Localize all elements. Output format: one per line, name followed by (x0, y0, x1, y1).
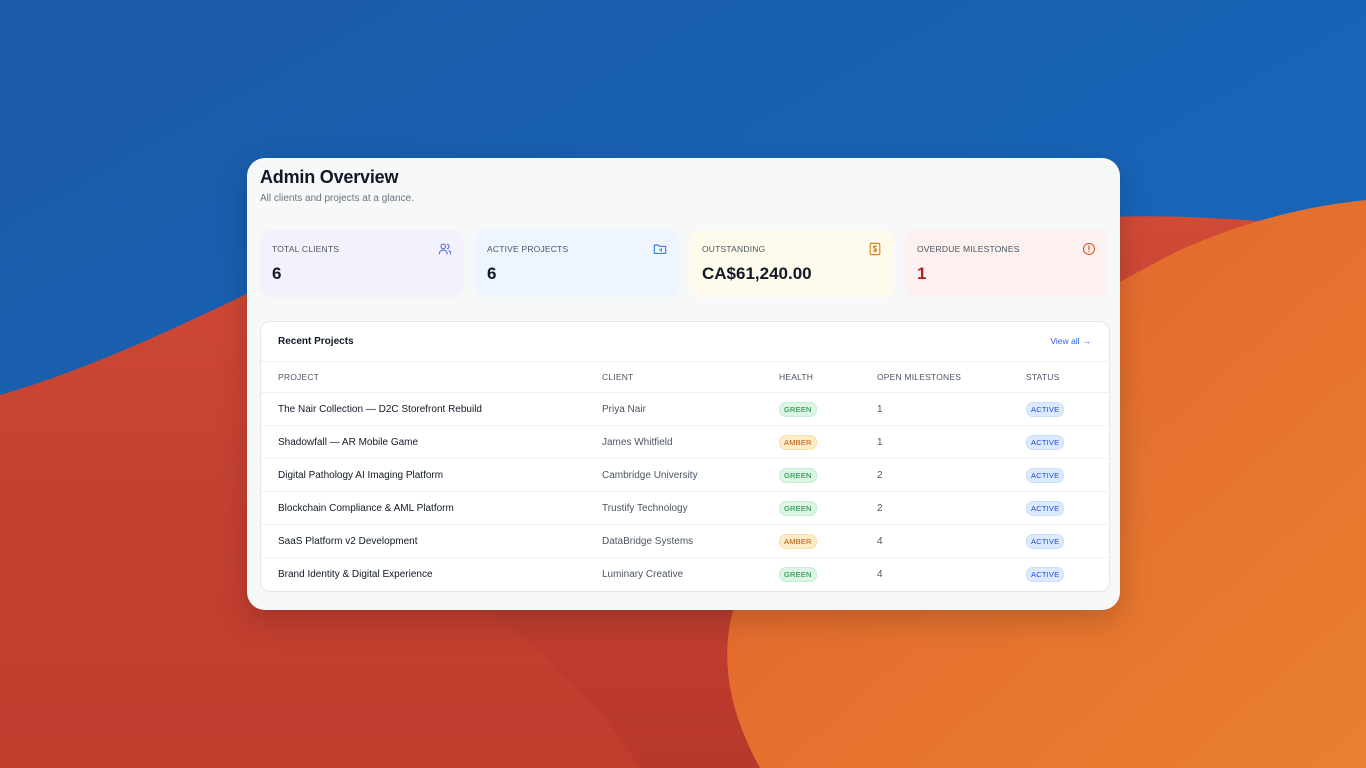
table-row[interactable]: Digital Pathology AI Imaging Platform Ca… (261, 458, 1109, 492)
status-badge: ACTIVE (1026, 401, 1065, 417)
stat-card-active-projects: ACTIVE PROJECTS 6 (475, 230, 679, 297)
open-milestones-count: 1 (877, 392, 1026, 426)
project-name[interactable]: Digital Pathology AI Imaging Platform (261, 458, 602, 492)
status-badge: ACTIVE (1026, 434, 1065, 450)
view-all-label: View all (1050, 336, 1080, 346)
stat-label: OUTSTANDING (702, 244, 766, 254)
column-header-project[interactable]: PROJECT (261, 362, 602, 393)
health-badge: GREEN (779, 500, 817, 516)
stat-value: 6 (272, 264, 282, 283)
recent-projects-table: PROJECT CLIENT HEALTH OPEN MILESTONES ST… (261, 362, 1109, 590)
open-milestones-count: 4 (877, 524, 1026, 558)
admin-overview-panel: Admin Overview All clients and projects … (247, 158, 1120, 610)
card-header: Recent Projects View all → (261, 322, 1109, 362)
stat-value: CA$61,240.00 (702, 264, 812, 283)
table-row[interactable]: Shadowfall — AR Mobile Game James Whitfi… (261, 425, 1109, 459)
client-name: Trustify Technology (602, 491, 779, 525)
status-badge: ACTIVE (1026, 467, 1065, 483)
health-badge: GREEN (779, 566, 817, 582)
column-header-client[interactable]: CLIENT (602, 362, 779, 393)
table-header-row: PROJECT CLIENT HEALTH OPEN MILESTONES ST… (261, 362, 1109, 393)
column-header-open-milestones[interactable]: OPEN MILESTONES (877, 362, 1026, 393)
project-name[interactable]: Shadowfall — AR Mobile Game (261, 425, 602, 459)
open-milestones-count: 1 (877, 425, 1026, 459)
project-name[interactable]: SaaS Platform v2 Development (261, 524, 602, 558)
stat-label: TOTAL CLIENTS (272, 244, 340, 254)
open-milestones-count: 2 (877, 458, 1026, 492)
stat-value: 6 (487, 264, 497, 283)
table-row[interactable]: SaaS Platform v2 Development DataBridge … (261, 524, 1109, 558)
health-badge: GREEN (779, 467, 817, 483)
table-row[interactable]: The Nair Collection — D2C Storefront Reb… (261, 392, 1109, 426)
view-all-link[interactable]: View all → (1050, 336, 1091, 346)
client-name: DataBridge Systems (602, 524, 779, 558)
stat-card-total-clients: TOTAL CLIENTS 6 (260, 230, 464, 297)
arrow-right-icon: → (1082, 336, 1092, 346)
folder-icon (653, 244, 667, 254)
stat-card-overdue-milestones: OVERDUE MILESTONES 1 (905, 230, 1108, 297)
health-badge: AMBER (779, 434, 817, 450)
stat-label: OVERDUE MILESTONES (917, 244, 1020, 254)
table-row[interactable]: Blockchain Compliance & AML Platform Tru… (261, 491, 1109, 525)
open-milestones-count: 2 (877, 491, 1026, 525)
page-title: Admin Overview (260, 167, 399, 187)
status-badge: ACTIVE (1026, 533, 1065, 549)
client-name: Cambridge University (602, 458, 779, 492)
client-name: James Whitfield (602, 425, 779, 459)
table-row[interactable]: Brand Identity & Digital Experience Lumi… (261, 558, 1109, 591)
stat-value: 1 (917, 264, 927, 283)
alert-circle-icon (1082, 242, 1096, 256)
health-badge: AMBER (779, 533, 817, 549)
recent-projects-card: Recent Projects View all → PROJECT CLIENT… (260, 321, 1110, 592)
users-icon (438, 243, 452, 255)
project-name[interactable]: The Nair Collection — D2C Storefront Reb… (261, 392, 602, 426)
client-name: Priya Nair (602, 392, 779, 426)
invoice-dollar-icon (869, 242, 881, 256)
project-name[interactable]: Blockchain Compliance & AML Platform (261, 491, 602, 525)
stat-label: ACTIVE PROJECTS (487, 244, 569, 254)
health-badge: GREEN (779, 401, 817, 417)
client-name: Luminary Creative (602, 568, 684, 580)
card-title: Recent Projects (278, 336, 354, 347)
status-badge: ACTIVE (1026, 566, 1065, 582)
page-subtitle: All clients and projects at a glance. (260, 193, 414, 204)
project-name[interactable]: Brand Identity & Digital Experience (278, 568, 433, 580)
column-header-health[interactable]: HEALTH (779, 362, 877, 393)
open-milestones-count: 4 (877, 568, 883, 580)
status-badge: ACTIVE (1026, 500, 1065, 516)
column-header-status[interactable]: STATUS (1026, 362, 1109, 393)
stat-card-outstanding: OUTSTANDING CA$61,240.00 (690, 230, 894, 297)
